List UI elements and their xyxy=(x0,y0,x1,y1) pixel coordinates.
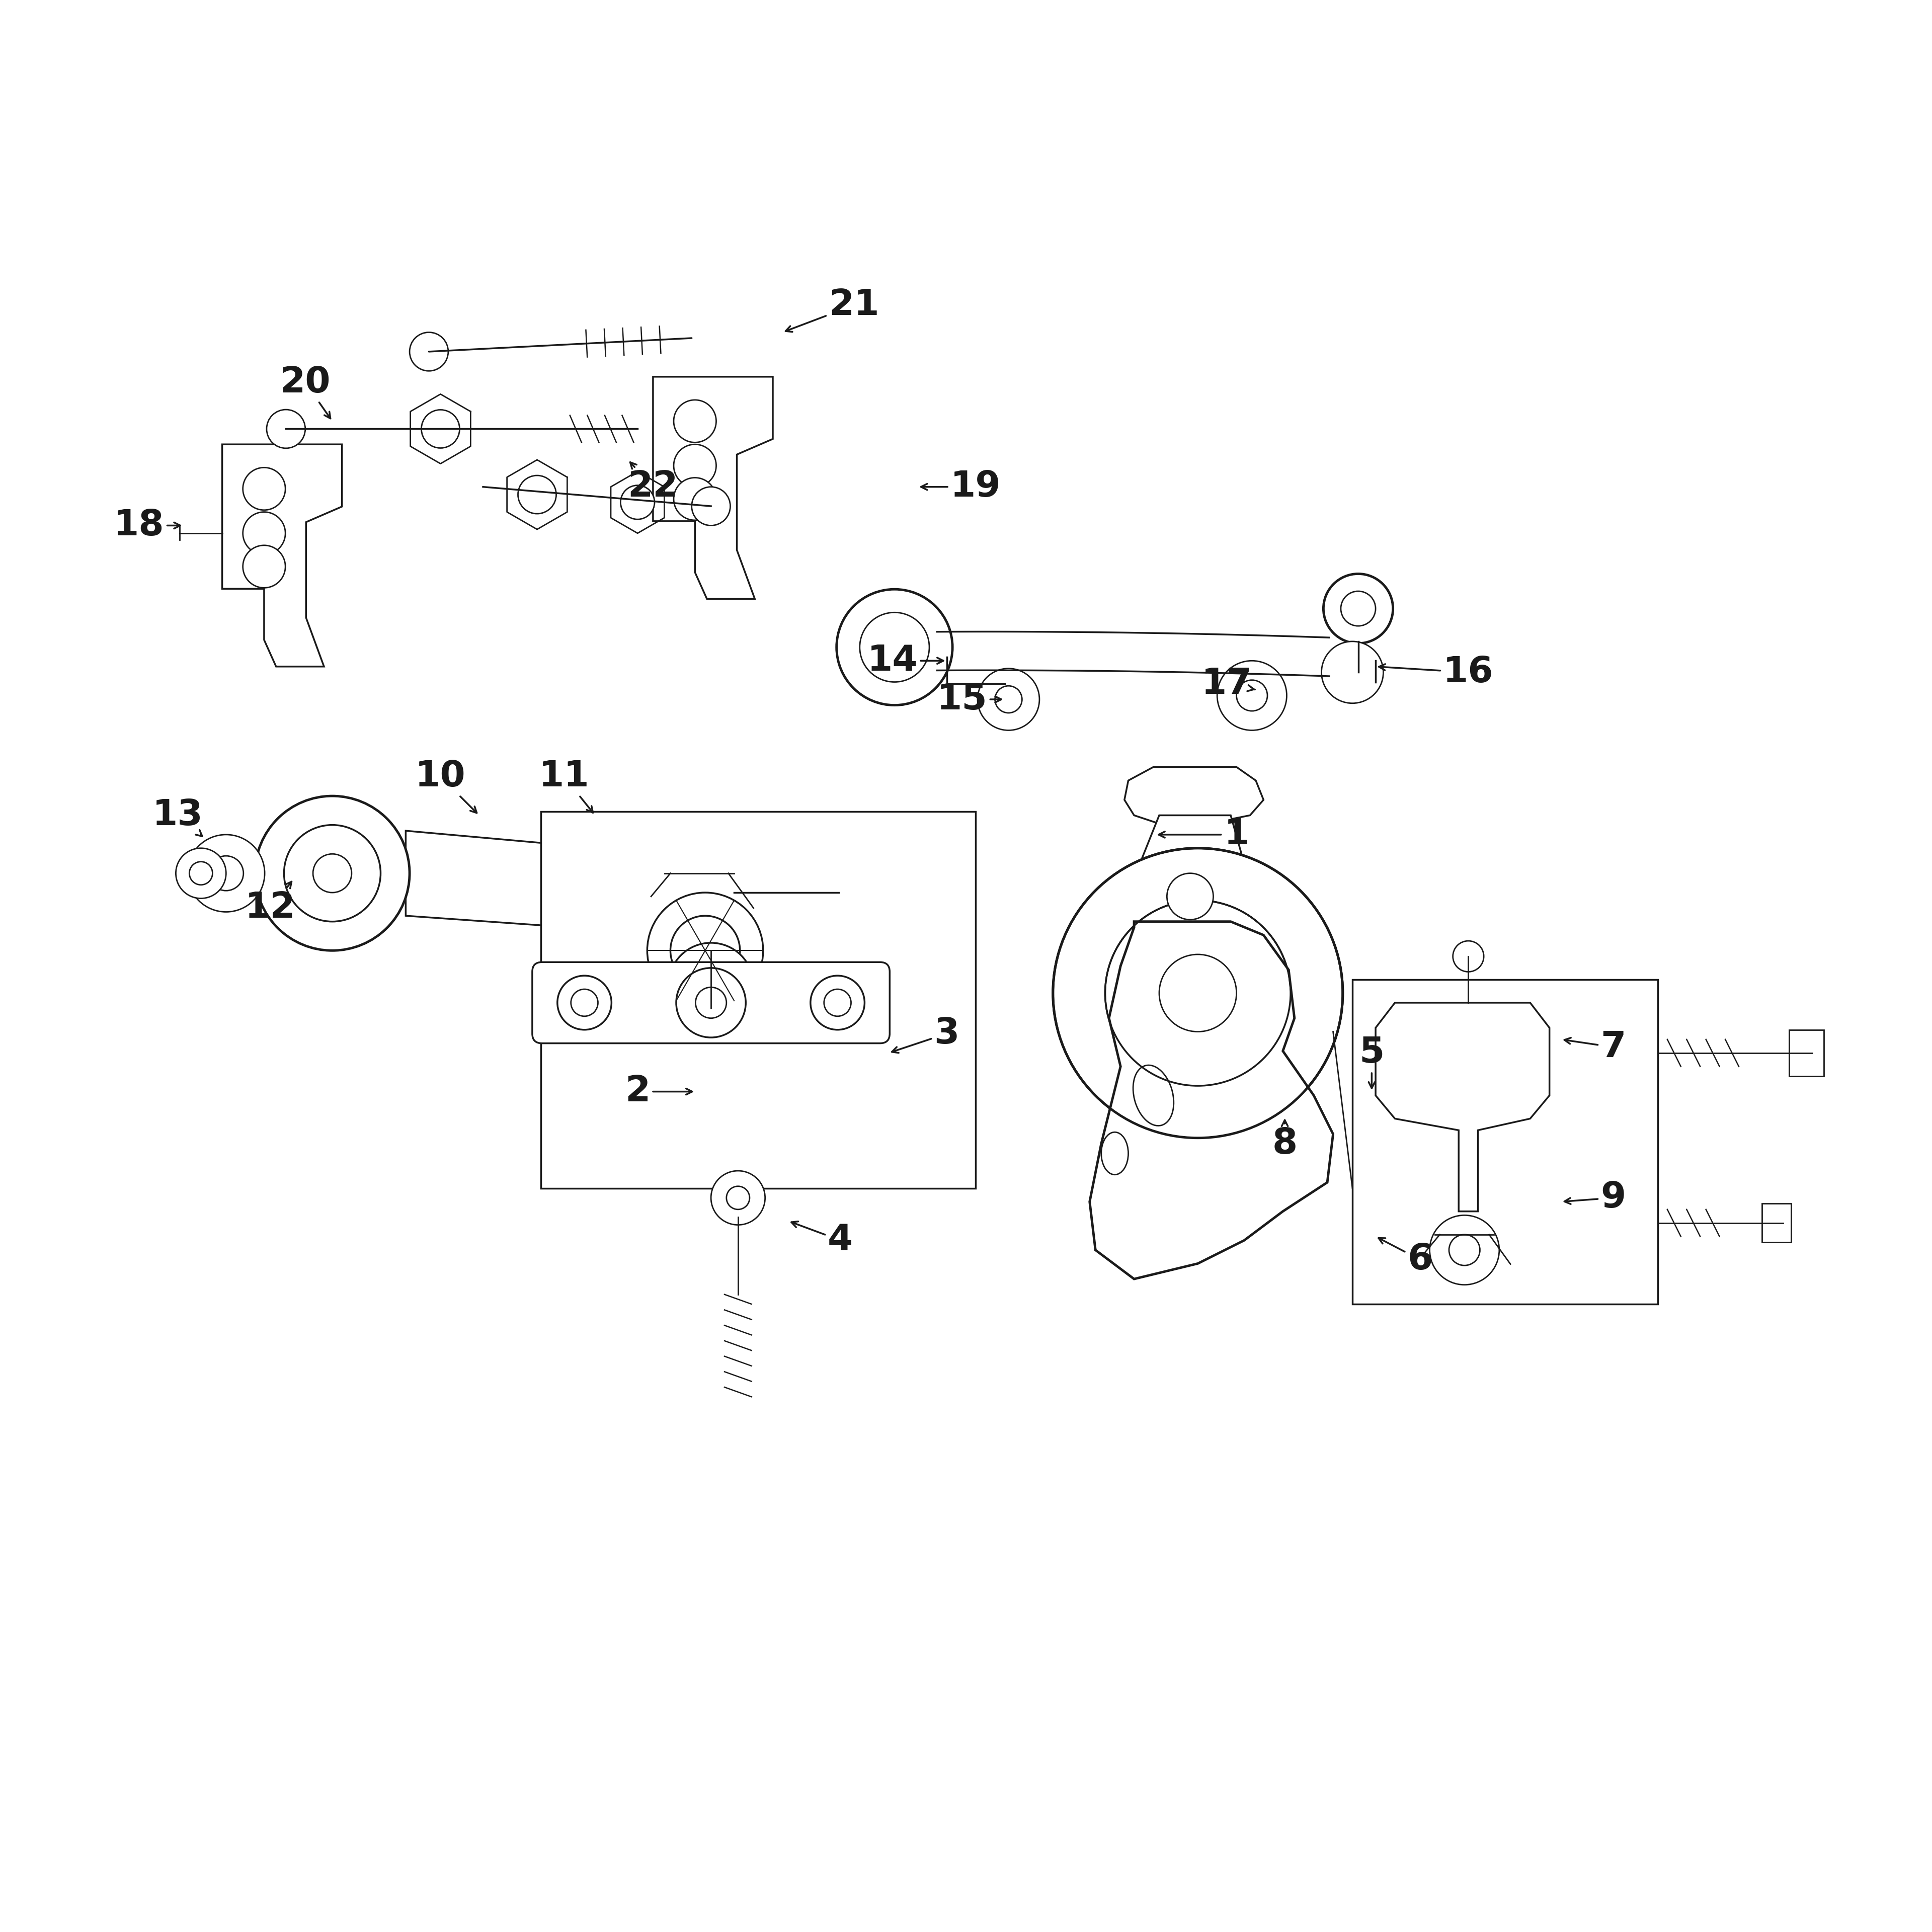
Circle shape xyxy=(647,893,763,1009)
Circle shape xyxy=(670,916,740,985)
Text: 10: 10 xyxy=(415,759,477,813)
Circle shape xyxy=(189,862,213,885)
Circle shape xyxy=(811,976,864,1030)
Text: 9: 9 xyxy=(1565,1180,1627,1215)
Text: 15: 15 xyxy=(937,682,1001,717)
Circle shape xyxy=(570,989,599,1016)
Circle shape xyxy=(255,796,410,951)
Text: 13: 13 xyxy=(153,798,203,837)
Circle shape xyxy=(187,835,265,912)
Circle shape xyxy=(209,856,243,891)
Circle shape xyxy=(1453,941,1484,972)
Circle shape xyxy=(823,877,854,908)
Circle shape xyxy=(668,943,753,1028)
Circle shape xyxy=(284,825,381,922)
Text: 11: 11 xyxy=(539,759,593,813)
Text: 18: 18 xyxy=(114,508,180,543)
Circle shape xyxy=(674,444,717,487)
Circle shape xyxy=(1217,661,1287,730)
Circle shape xyxy=(860,612,929,682)
Bar xyxy=(541,811,976,1188)
Polygon shape xyxy=(222,444,342,667)
Text: 1: 1 xyxy=(1159,817,1250,852)
Circle shape xyxy=(696,987,726,1018)
Text: 19: 19 xyxy=(922,469,1001,504)
Polygon shape xyxy=(1090,922,1333,1279)
Polygon shape xyxy=(1124,767,1264,844)
Circle shape xyxy=(676,968,746,1037)
Circle shape xyxy=(313,854,352,893)
Circle shape xyxy=(1449,1235,1480,1265)
Circle shape xyxy=(1323,574,1393,643)
Circle shape xyxy=(243,512,286,554)
Text: 20: 20 xyxy=(280,365,330,419)
Circle shape xyxy=(1105,900,1291,1086)
Text: 12: 12 xyxy=(245,881,296,925)
Bar xyxy=(1352,980,1658,1304)
Circle shape xyxy=(978,668,1039,730)
Circle shape xyxy=(620,485,655,520)
FancyBboxPatch shape xyxy=(531,962,889,1043)
Circle shape xyxy=(674,477,717,520)
Circle shape xyxy=(1159,954,1236,1032)
Text: 14: 14 xyxy=(867,643,943,678)
Polygon shape xyxy=(1134,815,1250,922)
Polygon shape xyxy=(1376,1003,1549,1211)
Circle shape xyxy=(410,332,448,371)
Polygon shape xyxy=(406,831,798,974)
Circle shape xyxy=(674,400,717,442)
Text: 17: 17 xyxy=(1202,667,1256,701)
Circle shape xyxy=(243,468,286,510)
Text: 4: 4 xyxy=(792,1221,854,1258)
Bar xyxy=(1789,1030,1824,1076)
Text: 16: 16 xyxy=(1379,655,1493,690)
Circle shape xyxy=(692,487,730,526)
Text: 2: 2 xyxy=(624,1074,692,1109)
Circle shape xyxy=(1053,848,1343,1138)
Circle shape xyxy=(1430,1215,1499,1285)
Circle shape xyxy=(711,1171,765,1225)
Text: 3: 3 xyxy=(893,1016,960,1053)
Circle shape xyxy=(243,545,286,587)
Circle shape xyxy=(995,686,1022,713)
Text: 5: 5 xyxy=(1358,1036,1385,1088)
Circle shape xyxy=(626,838,734,947)
Circle shape xyxy=(518,475,556,514)
Text: 7: 7 xyxy=(1565,1030,1627,1065)
Circle shape xyxy=(1341,591,1376,626)
Circle shape xyxy=(692,966,730,1005)
Text: 21: 21 xyxy=(786,288,879,332)
Circle shape xyxy=(267,410,305,448)
Circle shape xyxy=(176,848,226,898)
Text: 22: 22 xyxy=(628,462,678,504)
Circle shape xyxy=(1167,873,1213,920)
Bar xyxy=(1762,1204,1791,1242)
Circle shape xyxy=(837,589,952,705)
Circle shape xyxy=(1236,680,1267,711)
Polygon shape xyxy=(653,377,773,599)
Circle shape xyxy=(823,989,850,1016)
Circle shape xyxy=(1321,641,1383,703)
Circle shape xyxy=(721,893,817,989)
Text: 8: 8 xyxy=(1271,1121,1298,1161)
Circle shape xyxy=(726,1186,750,1209)
Text: 6: 6 xyxy=(1379,1238,1434,1277)
Circle shape xyxy=(804,858,873,927)
Circle shape xyxy=(649,862,711,923)
Circle shape xyxy=(746,918,792,964)
Circle shape xyxy=(421,410,460,448)
Circle shape xyxy=(556,976,611,1030)
